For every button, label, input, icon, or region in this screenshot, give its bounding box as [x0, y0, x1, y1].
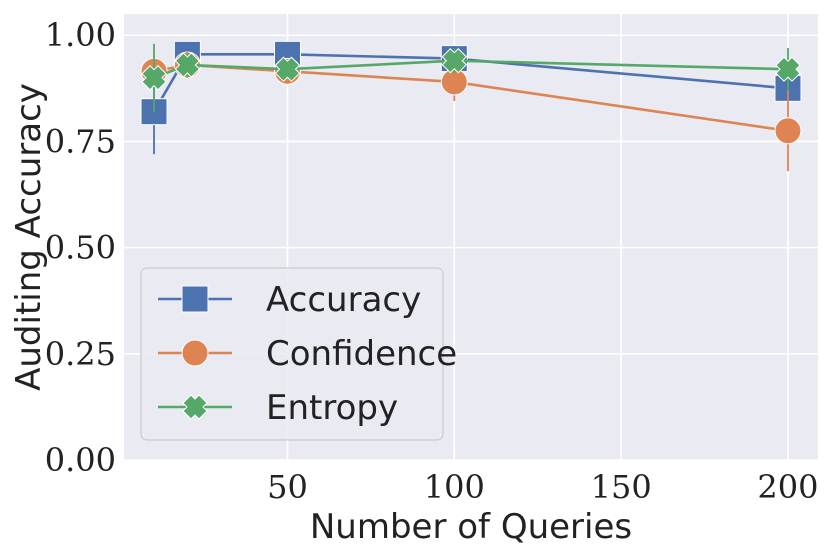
x-tick-label: 100: [424, 468, 485, 506]
data-point-entropy: [141, 65, 167, 91]
y-axis-label: Auditing Accuracy: [9, 83, 49, 391]
legend-label-entropy: Entropy: [266, 388, 398, 428]
x-tick-label: 150: [591, 468, 652, 506]
y-tick-label: 1.00: [45, 16, 116, 54]
series-group: [140, 40, 802, 172]
legend-marker-entropy: [182, 394, 208, 420]
legend-box: [140, 267, 444, 441]
data-point-entropy: [441, 48, 468, 74]
y-tick-label: 0.00: [45, 441, 116, 479]
data-point-confidence: [774, 117, 802, 145]
tick-labels: 0.00 0.25 0.50 0.75 1.00 50 100 150 200: [45, 16, 819, 506]
y-tick-label: 0.50: [45, 229, 116, 267]
x-axis-label: Number of Queries: [310, 507, 632, 547]
x-tick-label: 200: [757, 468, 818, 506]
legend-marker-confidence: [181, 339, 209, 367]
data-point-entropy: [174, 52, 201, 78]
x-tick-label: 50: [267, 468, 308, 506]
legend: Accuracy Confidence Entropy: [140, 267, 457, 441]
series-entropy: [141, 43, 801, 112]
legend-label-accuracy: Accuracy: [266, 280, 421, 320]
y-tick-label: 0.75: [45, 122, 116, 160]
legend-marker-accuracy: [181, 285, 209, 313]
data-point-entropy: [274, 56, 301, 82]
legend-label-confidence: Confidence: [266, 334, 457, 374]
data-point-entropy: [775, 56, 801, 82]
y-tick-label: 0.25: [45, 335, 116, 373]
